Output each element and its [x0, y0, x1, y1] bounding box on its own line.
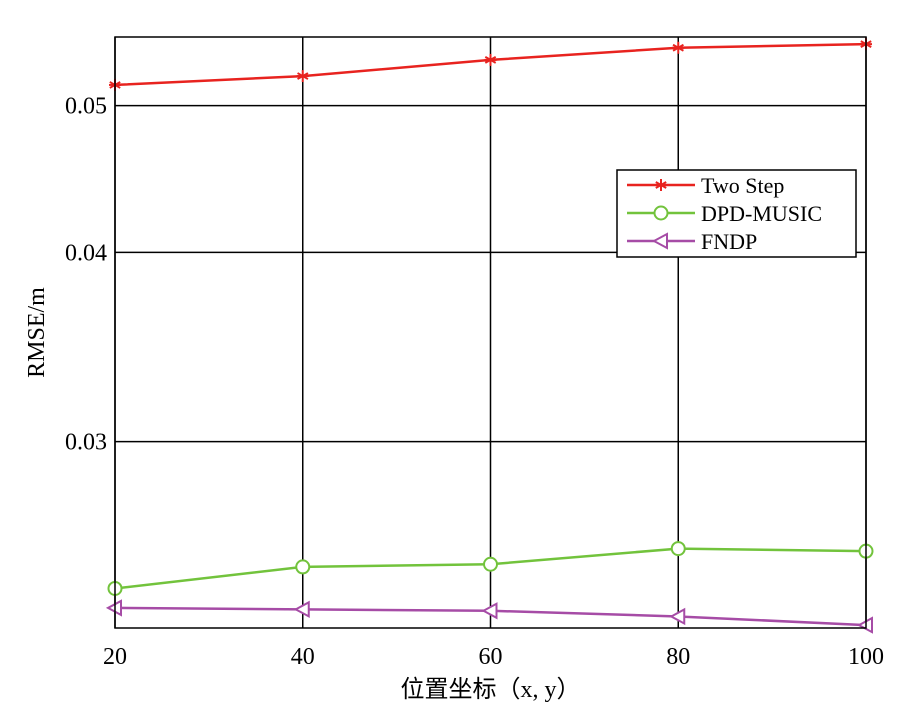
x-tick-label: 100: [848, 644, 884, 670]
data-point: [293, 600, 310, 619]
data-point: [669, 607, 686, 626]
data-point: [651, 232, 668, 250]
data-point: [653, 205, 669, 221]
legend-label: Two Step: [701, 173, 784, 198]
y-tick-label: 0.04: [65, 240, 107, 266]
grid: [114, 37, 867, 628]
x-tick-label: 80: [666, 644, 690, 670]
data-point: [484, 53, 497, 66]
data-point: [481, 602, 498, 620]
plot-frame: [114, 36, 867, 629]
legend: Two Step DPD-MUSIC FNDP: [616, 169, 857, 258]
x-tick-label: 40: [291, 644, 315, 670]
legend-item: FNDP: [627, 229, 757, 254]
data-point: [483, 556, 498, 572]
x-axis-label: 位置坐标（x, y）: [401, 676, 581, 703]
x-tick-label: 60: [479, 644, 503, 670]
legend-label: DPD-MUSIC: [701, 201, 822, 226]
x-tick-labels: 20 40 60 80 100: [103, 644, 884, 670]
y-tick-labels: 0.03 0.04 0.05: [65, 94, 107, 456]
x-tick-label: 20: [103, 644, 127, 670]
y-axis-label: RMSE/m: [24, 287, 50, 378]
legend-label: FNDP: [701, 229, 757, 254]
data-point: [670, 541, 686, 557]
data-point: [295, 559, 311, 575]
y-tick-label: 0.03: [65, 430, 107, 456]
data-point: [296, 70, 309, 83]
series-fndp: [105, 599, 873, 634]
y-tick-label: 0.05: [65, 94, 107, 120]
data-point: [655, 179, 667, 191]
legend-item: DPD-MUSIC: [627, 201, 822, 226]
data-point: [672, 41, 685, 54]
legend-item: Two Step: [627, 173, 784, 198]
